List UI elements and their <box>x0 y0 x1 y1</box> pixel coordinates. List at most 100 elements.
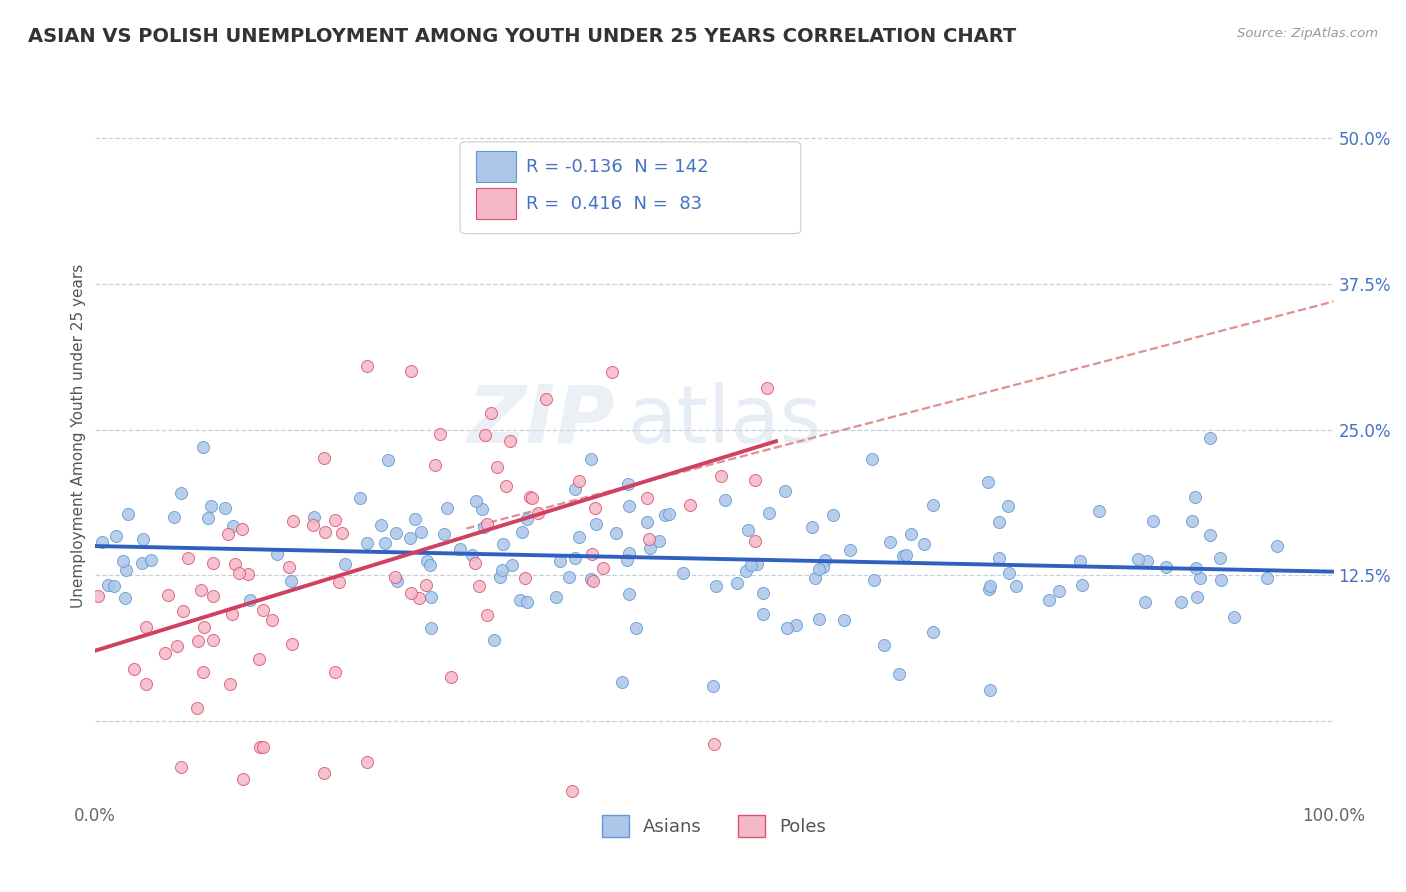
Point <box>498 434 520 449</box>
Point <box>302 510 325 524</box>
Point <box>214 500 236 515</box>
FancyBboxPatch shape <box>460 142 801 234</box>
Point <box>1199 431 1222 445</box>
Point <box>1071 578 1094 592</box>
Point <box>617 587 640 601</box>
Point <box>193 619 215 633</box>
Point <box>489 570 512 584</box>
Point <box>314 524 336 539</box>
Point <box>169 486 191 500</box>
Point <box>302 518 325 533</box>
Point <box>1005 579 1028 593</box>
Point <box>384 569 406 583</box>
Point <box>252 603 274 617</box>
Point <box>197 510 219 524</box>
Point <box>425 458 447 472</box>
Point <box>1136 554 1159 568</box>
Point <box>252 739 274 754</box>
Point <box>744 473 766 487</box>
Point <box>1128 551 1150 566</box>
Point <box>585 517 607 532</box>
Point <box>232 772 254 786</box>
Point <box>262 613 284 627</box>
Point <box>977 582 1000 596</box>
Point <box>564 482 586 496</box>
Point <box>115 564 138 578</box>
Point <box>440 670 463 684</box>
Point <box>564 550 586 565</box>
Point <box>404 512 426 526</box>
Point <box>737 524 759 538</box>
Point <box>800 520 823 534</box>
Point <box>172 603 194 617</box>
Point <box>186 701 208 715</box>
Point <box>468 579 491 593</box>
Point <box>610 675 633 690</box>
Point <box>190 582 212 597</box>
Point <box>477 607 499 622</box>
Y-axis label: Unemployment Among Youth under 25 years: Unemployment Among Youth under 25 years <box>72 263 86 607</box>
Point <box>702 679 724 693</box>
Point <box>863 573 886 587</box>
Point <box>501 558 523 573</box>
Point <box>558 570 581 584</box>
FancyBboxPatch shape <box>477 188 516 219</box>
Point <box>658 507 681 521</box>
Point <box>706 579 728 593</box>
Point <box>510 524 533 539</box>
Point <box>495 478 517 492</box>
Point <box>751 586 773 600</box>
Point <box>236 567 259 582</box>
Point <box>725 576 748 591</box>
Point <box>752 607 775 622</box>
Point <box>399 586 422 600</box>
Point <box>568 474 591 488</box>
Point <box>474 428 496 442</box>
Point <box>860 451 883 466</box>
Text: R =  0.416  N =  83: R = 0.416 N = 83 <box>526 194 702 212</box>
Point <box>891 549 914 564</box>
Point <box>1199 528 1222 542</box>
Point <box>527 506 550 520</box>
Point <box>1135 595 1157 609</box>
Point <box>921 498 943 512</box>
Point <box>1170 594 1192 608</box>
Point <box>887 667 910 681</box>
Point <box>385 525 408 540</box>
Point <box>998 566 1021 580</box>
Point <box>170 760 193 774</box>
Point <box>516 595 538 609</box>
Point <box>1209 573 1232 587</box>
Point <box>202 556 225 570</box>
Point <box>139 553 162 567</box>
Point <box>1069 554 1091 568</box>
Point <box>328 575 350 590</box>
Point <box>734 564 756 578</box>
Point <box>281 514 304 528</box>
Point <box>221 607 243 621</box>
Point <box>592 561 614 575</box>
Point <box>481 406 503 420</box>
Point <box>166 639 188 653</box>
Point <box>714 493 737 508</box>
Point <box>374 536 396 550</box>
Point <box>979 579 1001 593</box>
Point <box>900 527 922 541</box>
Point <box>654 508 676 522</box>
Text: ZIP: ZIP <box>468 382 614 459</box>
Point <box>1265 540 1288 554</box>
Point <box>475 516 498 531</box>
Point <box>672 566 695 580</box>
Point <box>399 364 422 378</box>
Point <box>201 633 224 648</box>
Point <box>977 475 1000 489</box>
Point <box>619 499 641 513</box>
Point <box>896 548 918 562</box>
Point <box>804 571 827 585</box>
Point <box>409 524 432 539</box>
Point <box>415 578 437 592</box>
Point <box>86 589 108 603</box>
Point <box>624 621 647 635</box>
Point <box>583 500 606 515</box>
Point <box>330 526 353 541</box>
